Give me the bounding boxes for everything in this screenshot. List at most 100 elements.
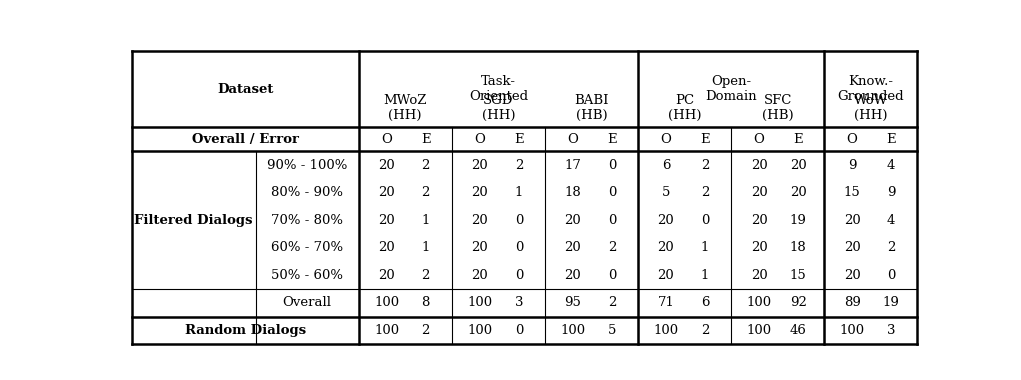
Text: 20: 20 bbox=[750, 214, 768, 227]
Text: Dataset: Dataset bbox=[216, 83, 274, 96]
Text: 6: 6 bbox=[662, 158, 670, 172]
Text: 1: 1 bbox=[700, 241, 710, 254]
Text: 70% - 80%: 70% - 80% bbox=[272, 214, 343, 227]
Text: 17: 17 bbox=[565, 158, 581, 172]
Text: E: E bbox=[514, 133, 524, 146]
Text: 20: 20 bbox=[843, 241, 861, 254]
Text: 4: 4 bbox=[887, 214, 895, 227]
Text: 0: 0 bbox=[607, 186, 616, 199]
Text: 100: 100 bbox=[839, 324, 865, 337]
Text: 3: 3 bbox=[887, 324, 895, 337]
Text: MWoZ
(HH): MWoZ (HH) bbox=[384, 94, 427, 122]
Text: 71: 71 bbox=[658, 296, 674, 309]
Text: 18: 18 bbox=[790, 241, 807, 254]
Text: 19: 19 bbox=[883, 296, 900, 309]
Text: O: O bbox=[661, 133, 672, 146]
Text: 1: 1 bbox=[700, 269, 710, 282]
Text: 100: 100 bbox=[653, 324, 679, 337]
Text: 20: 20 bbox=[472, 186, 488, 199]
Text: 2: 2 bbox=[700, 186, 710, 199]
Text: O: O bbox=[568, 133, 578, 146]
Text: 20: 20 bbox=[658, 214, 674, 227]
Text: E: E bbox=[793, 133, 803, 146]
Text: 20: 20 bbox=[750, 186, 768, 199]
Text: 2: 2 bbox=[422, 186, 430, 199]
Text: 2: 2 bbox=[515, 158, 523, 172]
Text: 2: 2 bbox=[422, 324, 430, 337]
Text: O: O bbox=[381, 133, 392, 146]
Text: 15: 15 bbox=[790, 269, 807, 282]
Text: Open-
Domain: Open- Domain bbox=[706, 75, 757, 103]
Text: 0: 0 bbox=[515, 214, 523, 227]
Text: 9: 9 bbox=[847, 158, 857, 172]
Text: 20: 20 bbox=[843, 214, 861, 227]
Text: 0: 0 bbox=[515, 324, 523, 337]
Text: 20: 20 bbox=[565, 241, 581, 254]
Text: Filtered Dialogs: Filtered Dialogs bbox=[135, 214, 253, 227]
Text: E: E bbox=[421, 133, 431, 146]
Text: 90% - 100%: 90% - 100% bbox=[268, 158, 347, 172]
Text: 20: 20 bbox=[658, 269, 674, 282]
Text: 60% - 70%: 60% - 70% bbox=[272, 241, 343, 254]
Text: O: O bbox=[846, 133, 858, 146]
Text: E: E bbox=[700, 133, 710, 146]
Text: 46: 46 bbox=[789, 324, 807, 337]
Text: 95: 95 bbox=[565, 296, 581, 309]
Text: 1: 1 bbox=[422, 241, 430, 254]
Text: 20: 20 bbox=[843, 269, 861, 282]
Text: 5: 5 bbox=[662, 186, 670, 199]
Text: E: E bbox=[886, 133, 896, 146]
Text: 0: 0 bbox=[607, 269, 616, 282]
Text: 1: 1 bbox=[422, 214, 430, 227]
Text: 20: 20 bbox=[472, 158, 488, 172]
Text: 19: 19 bbox=[789, 214, 807, 227]
Text: Overall / Error: Overall / Error bbox=[192, 133, 298, 146]
Text: 2: 2 bbox=[607, 241, 616, 254]
Text: 2: 2 bbox=[700, 158, 710, 172]
Text: 0: 0 bbox=[607, 214, 616, 227]
Text: 0: 0 bbox=[700, 214, 710, 227]
Text: 100: 100 bbox=[374, 324, 399, 337]
Text: Task-
Oriented: Task- Oriented bbox=[469, 75, 528, 103]
Text: BABI
(HB): BABI (HB) bbox=[574, 94, 609, 122]
Text: O: O bbox=[753, 133, 765, 146]
Text: Random Dialogs: Random Dialogs bbox=[185, 324, 305, 337]
Text: 20: 20 bbox=[565, 269, 581, 282]
Text: WoW
(HH): WoW (HH) bbox=[854, 94, 888, 122]
Text: 20: 20 bbox=[565, 214, 581, 227]
Text: 20: 20 bbox=[790, 158, 807, 172]
Text: 100: 100 bbox=[374, 296, 399, 309]
Text: 20: 20 bbox=[750, 269, 768, 282]
Text: 0: 0 bbox=[607, 158, 616, 172]
Text: 20: 20 bbox=[378, 214, 395, 227]
Text: 0: 0 bbox=[887, 269, 895, 282]
Text: 80% - 90%: 80% - 90% bbox=[272, 186, 343, 199]
Text: 20: 20 bbox=[378, 241, 395, 254]
Text: 2: 2 bbox=[422, 158, 430, 172]
Text: Know.-
Grounded: Know.- Grounded bbox=[837, 75, 904, 103]
Text: 3: 3 bbox=[515, 296, 523, 309]
Text: 0: 0 bbox=[515, 241, 523, 254]
Text: 20: 20 bbox=[658, 241, 674, 254]
Text: SFC
(HB): SFC (HB) bbox=[762, 94, 793, 122]
Text: 2: 2 bbox=[887, 241, 895, 254]
Text: 100: 100 bbox=[561, 324, 585, 337]
Text: 6: 6 bbox=[700, 296, 710, 309]
Text: E: E bbox=[607, 133, 617, 146]
Text: 20: 20 bbox=[378, 158, 395, 172]
Text: 20: 20 bbox=[750, 158, 768, 172]
Text: SGD
(HH): SGD (HH) bbox=[482, 94, 515, 122]
Text: 2: 2 bbox=[607, 296, 616, 309]
Text: 20: 20 bbox=[472, 269, 488, 282]
Text: Overall: Overall bbox=[283, 296, 332, 309]
Text: 5: 5 bbox=[607, 324, 616, 337]
Text: 100: 100 bbox=[468, 324, 492, 337]
Text: 8: 8 bbox=[422, 296, 430, 309]
Text: PC
(HH): PC (HH) bbox=[668, 94, 701, 122]
Text: 2: 2 bbox=[700, 324, 710, 337]
Text: 1: 1 bbox=[515, 186, 523, 199]
Text: 100: 100 bbox=[468, 296, 492, 309]
Text: 0: 0 bbox=[515, 269, 523, 282]
Text: 2: 2 bbox=[422, 269, 430, 282]
Text: 4: 4 bbox=[887, 158, 895, 172]
